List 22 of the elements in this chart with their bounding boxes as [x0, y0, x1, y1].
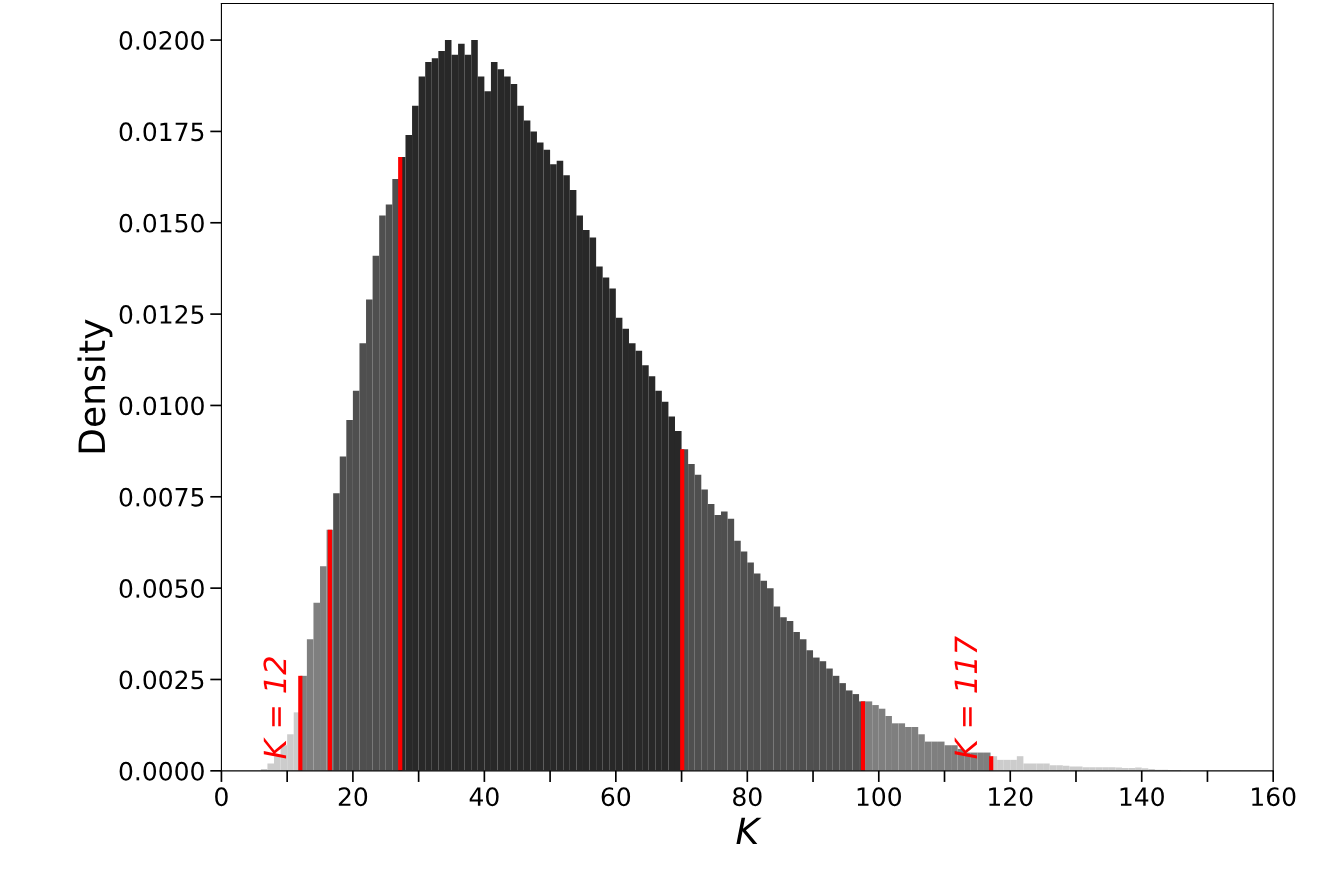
x-tick-label: 140	[1120, 787, 1164, 807]
y-tick-label: 0.0125	[119, 305, 204, 324]
x-tick-label: 80	[733, 787, 762, 807]
x-tick-label: 20	[338, 787, 368, 807]
y-tick-label: 0.0200	[119, 31, 204, 50]
x-tick-label: 40	[469, 787, 499, 807]
y-tick-label: 0.0175	[119, 122, 204, 142]
x-tick-label: 0	[215, 787, 228, 807]
x-tick-label: 160	[1252, 787, 1296, 807]
x-tick-label: 120	[989, 787, 1033, 807]
ref-line-label: K = 117	[954, 636, 977, 759]
x-axis-title: K	[736, 817, 762, 844]
y-tick-label: 0.0050	[119, 579, 204, 598]
y-axis-title: Density	[77, 319, 113, 453]
y-tick-label: 0.0025	[119, 670, 204, 690]
ref-line-label: K = 12	[263, 657, 287, 759]
x-tick-label: 60	[601, 787, 631, 807]
y-tick-label: 0.0075	[119, 487, 204, 507]
x-tick-label: 100	[857, 787, 901, 807]
y-tick-label: 0.0100	[119, 396, 204, 416]
y-tick-label: 0.0150	[119, 213, 204, 233]
y-tick-label: 0.0000	[119, 761, 204, 781]
